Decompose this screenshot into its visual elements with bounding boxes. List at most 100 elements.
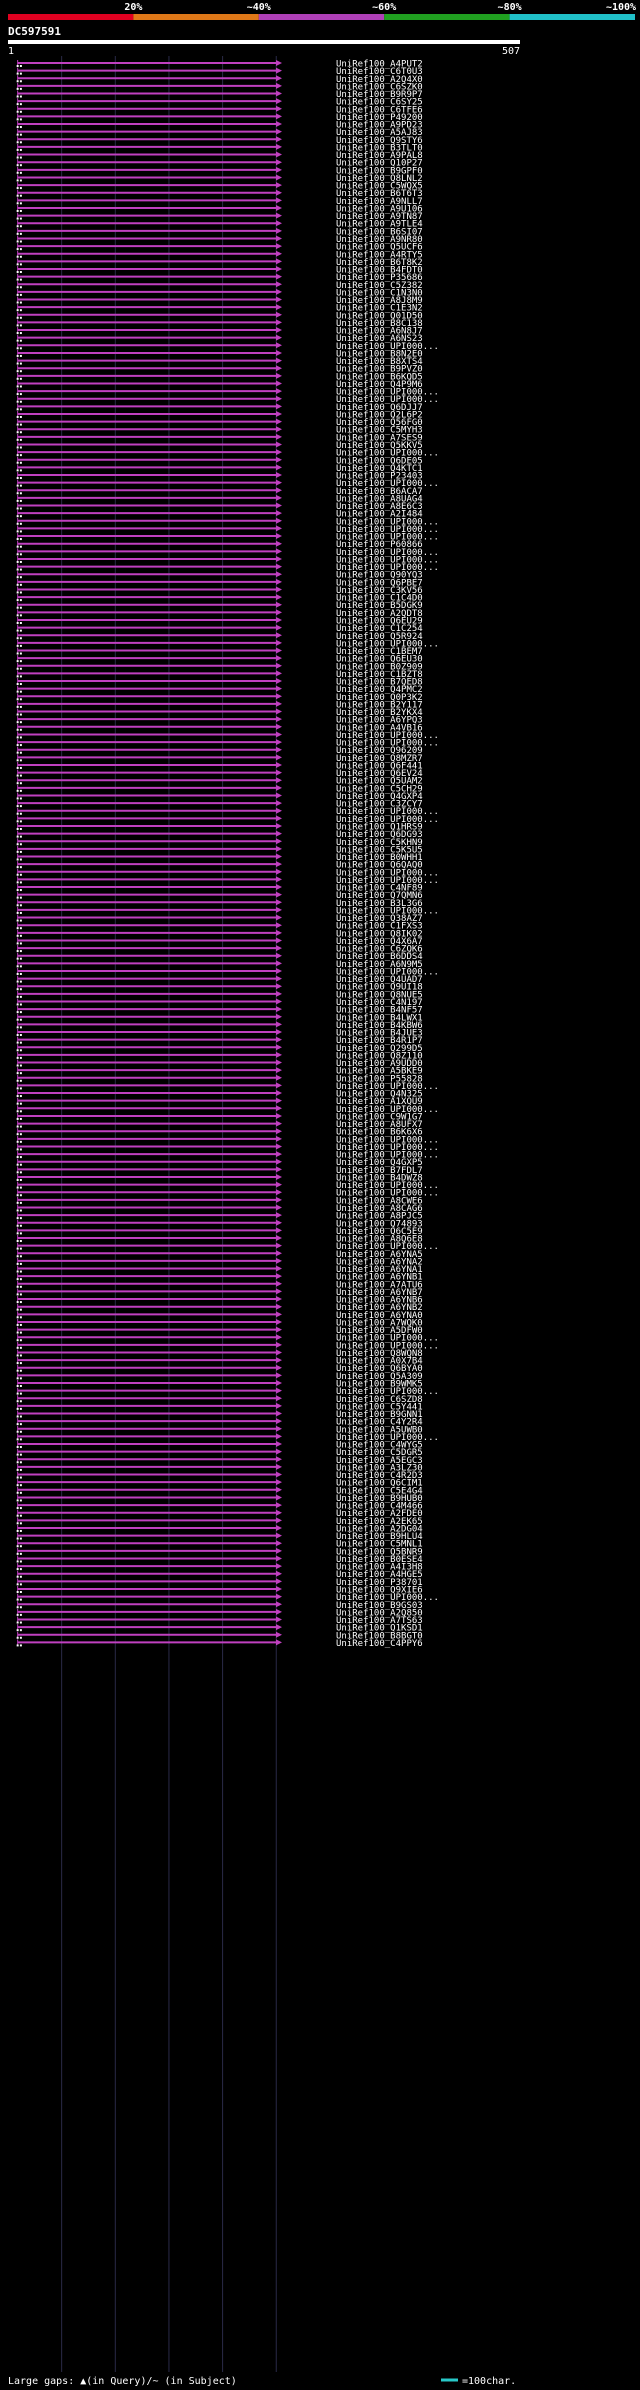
gap-marker — [19, 1461, 22, 1464]
hit-arrow — [276, 342, 282, 349]
gap-marker — [16, 446, 19, 449]
hit-row: UniRef100_Q6F441 — [16, 761, 423, 771]
hit-label: UniRef100_C5CH29 — [336, 784, 423, 794]
hit-row: UniRef100_C6SZK0 — [16, 82, 423, 92]
gap-marker — [19, 1171, 22, 1174]
hit-row: UniRef100_C5WQX5 — [16, 182, 423, 192]
hit-row: UniRef100_A6YNA0 — [16, 1311, 423, 1321]
hit-label: UniRef100_UPI000... — [336, 525, 439, 535]
hit-label: UniRef100_C1C4D0 — [336, 594, 423, 604]
hit-arrow — [276, 662, 282, 669]
hit-label: UniRef100_UPI000... — [336, 517, 439, 527]
hit-row: UniRef100_UPI000... — [16, 479, 439, 489]
gap-marker — [19, 469, 22, 472]
hit-arrow — [276, 853, 282, 860]
scale-label: =100char. — [462, 2376, 516, 2387]
gap-marker — [19, 927, 22, 930]
gap-marker — [19, 1117, 22, 1120]
hit-arrow — [276, 708, 282, 715]
hit-arrow — [276, 716, 282, 723]
gap-marker — [16, 187, 19, 190]
hit-label: UniRef100_UPI000... — [336, 1189, 439, 1199]
hit-arrow — [276, 540, 282, 547]
gap-marker — [16, 637, 19, 640]
hit-row: UniRef100_A4VB16 — [16, 723, 423, 733]
gap-marker — [19, 599, 22, 602]
hit-arrow — [276, 189, 282, 196]
hit-label: UniRef100_A9NLL7 — [336, 197, 423, 207]
gap-marker — [19, 293, 22, 296]
gap-marker — [19, 1163, 22, 1166]
gap-marker — [16, 812, 19, 815]
hit-row: UniRef100_B4FDT0 — [16, 266, 423, 276]
hit-row: UniRef100_A6YNB1 — [16, 1273, 423, 1283]
gap-marker — [16, 324, 19, 327]
hit-row: UniRef100_A9NR80 — [16, 235, 423, 245]
hit-row: UniRef100_A6YNB6 — [16, 1296, 423, 1306]
hit-row: UniRef100_A5BKE9 — [16, 1067, 423, 1077]
hit-row: UniRef100_Q6DJJ7 — [16, 403, 423, 413]
gap-marker — [19, 1453, 22, 1456]
gap-marker — [19, 1270, 22, 1273]
hit-label: UniRef100_A6N9M5 — [336, 960, 423, 970]
gap-marker — [19, 881, 22, 884]
gap-marker — [19, 1591, 22, 1593]
hit-row: UniRef100_UPI000... — [16, 1151, 439, 1161]
hit-row: UniRef100_P38701 — [16, 1578, 423, 1588]
hit-row: UniRef100_B2YKX4 — [16, 708, 423, 718]
hit-row: UniRef100_C3KV56 — [16, 586, 423, 596]
hit-row: UniRef100_UPI000... — [16, 388, 439, 398]
hit-row: UniRef100_Q8Z110 — [16, 1051, 423, 1061]
hit-label: UniRef100_Q96209 — [336, 746, 423, 756]
hit-label: UniRef100_Q299D5 — [336, 1044, 423, 1054]
gap-marker — [19, 408, 22, 411]
gap-marker — [16, 1476, 19, 1479]
gap-marker — [16, 1644, 19, 1647]
gap-marker — [19, 1034, 22, 1037]
hit-label: UniRef100_B6KQD5 — [336, 372, 423, 382]
gap-marker — [19, 919, 22, 922]
hit-row: UniRef100_B6SI07 — [16, 227, 423, 237]
gap-marker — [16, 1598, 19, 1601]
gap-marker — [16, 1629, 19, 1632]
gap-marker — [19, 446, 22, 449]
hit-label: UniRef100_A2Q850 — [336, 1608, 423, 1618]
gap-marker — [16, 835, 19, 838]
hit-arrow — [276, 288, 282, 295]
hit-label: UniRef100_A8E6C3 — [336, 502, 423, 512]
gap-marker — [16, 705, 19, 708]
hit-row: UniRef100_A4HGE5 — [16, 1570, 423, 1580]
hit-row: UniRef100_A4RTY5 — [16, 250, 423, 260]
hit-row: UniRef100_UPI000... — [16, 1082, 439, 1092]
hit-row: UniRef100_Q90YQ3 — [16, 571, 423, 581]
hit-label: UniRef100_UPI000... — [336, 639, 439, 649]
gap-marker — [19, 271, 22, 274]
gap-marker — [19, 477, 22, 480]
hit-label: UniRef100_A9PD23 — [336, 121, 423, 131]
gap-marker — [19, 683, 22, 686]
hit-row: UniRef100_UPI000... — [16, 906, 439, 916]
gap-marker — [16, 400, 19, 403]
gap-marker — [19, 957, 22, 960]
hit-label: UniRef100_A6NS23 — [336, 334, 423, 344]
gap-marker — [16, 942, 19, 945]
gap-marker — [16, 683, 19, 686]
hit-row: UniRef100_B7FDL7 — [16, 1166, 423, 1176]
gap-marker — [16, 927, 19, 930]
hit-label: UniRef100_Q4N325 — [336, 1090, 423, 1100]
gap-marker — [19, 1629, 22, 1632]
gap-marker — [16, 1537, 19, 1540]
hit-label: UniRef100_A8J8M9 — [336, 296, 423, 306]
hit-label: UniRef100_Q4UAD7 — [336, 975, 423, 985]
gap-marker — [16, 1468, 19, 1471]
hit-label: UniRef100_A2QDT8 — [336, 609, 423, 619]
hit-label: UniRef100_Q9XIE6 — [336, 1586, 423, 1596]
gap-marker — [19, 675, 22, 678]
gap-marker — [19, 1522, 22, 1525]
gap-marker — [16, 690, 19, 693]
legend-band-4 — [509, 14, 635, 20]
hit-label: UniRef100_UPI000... — [336, 1387, 439, 1397]
gap-marker — [19, 1323, 22, 1326]
gap-marker — [19, 118, 22, 121]
hit-label: UniRef100_Q4GXP5 — [336, 1158, 423, 1168]
